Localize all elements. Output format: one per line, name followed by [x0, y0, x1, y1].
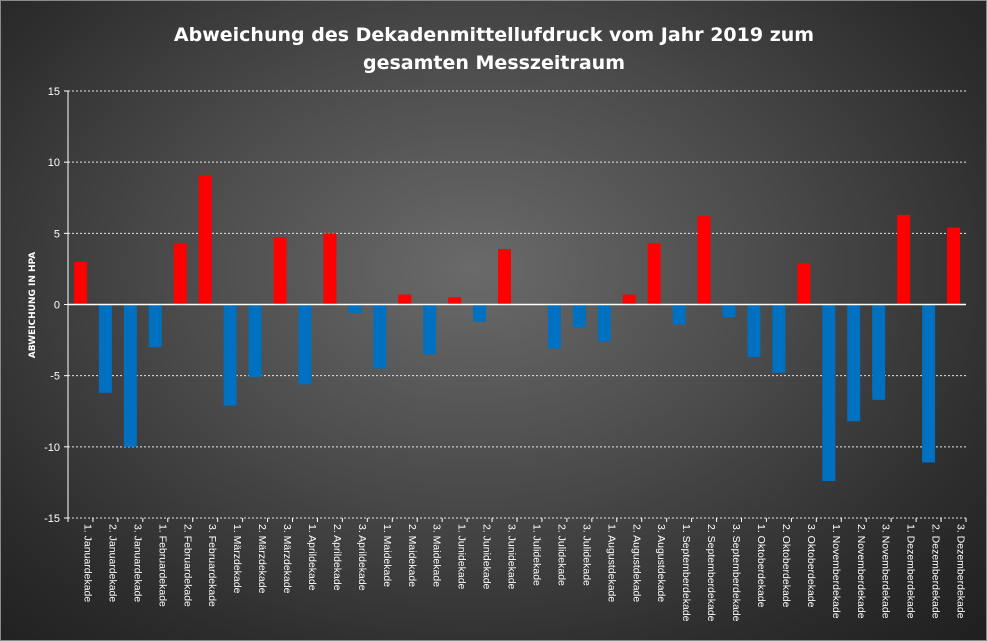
bar	[98, 304, 112, 393]
axes	[64, 90, 967, 522]
x-category-label: 1. Januardekade	[81, 524, 93, 602]
bar	[298, 304, 312, 385]
bar	[947, 227, 961, 305]
x-category-label: 1. Novemberdekade	[830, 524, 842, 619]
x-category-label: 1. Junidekade	[456, 524, 468, 590]
x-category-label: 3. Oktoberdekade	[805, 524, 817, 608]
x-category-label: 2. Januardekade	[106, 524, 118, 602]
bar	[547, 304, 561, 349]
x-category-label: 3. Aprildekade	[356, 524, 368, 591]
x-category-label: 1. Maidekade	[381, 524, 393, 587]
y-tick-label: 0	[54, 300, 60, 312]
bar	[822, 304, 836, 481]
bar	[922, 304, 936, 463]
bar	[622, 294, 636, 305]
bar	[373, 304, 387, 369]
x-category-label: 2. Novemberdekade	[855, 524, 867, 619]
x-category-label: 1. Februardekade	[156, 524, 168, 607]
bar	[597, 304, 611, 342]
bar	[148, 304, 162, 348]
x-category-label: 2. Maidekade	[406, 524, 418, 587]
bar	[572, 304, 586, 328]
chart-title-line-1: Abweichung des Dekadenmittellufdruck vom…	[174, 24, 814, 46]
x-category-label: 2. Junidekade	[481, 524, 493, 590]
x-category-label: 3. Junidekade	[506, 524, 518, 590]
x-category-label: 3. Maidekade	[431, 524, 443, 587]
bar	[423, 304, 437, 355]
bar	[498, 248, 512, 305]
x-category-label: 1. Augustdekade	[605, 524, 617, 602]
chart-title-line-2: gesamten Messzeitraum	[363, 52, 625, 74]
x-category-label: 3. Augustdekade	[655, 524, 667, 602]
x-category-label: 3. Dezemberdekade	[955, 524, 967, 619]
bars	[73, 174, 961, 481]
bar	[897, 214, 911, 305]
bar	[772, 304, 786, 373]
x-category-label: 1. Aprildekade	[306, 524, 318, 591]
bar	[223, 304, 237, 406]
bar	[847, 304, 861, 422]
y-tick-label: 15	[48, 86, 60, 98]
x-category-label: 1. Oktoberdekade	[755, 524, 767, 608]
bar	[173, 243, 187, 305]
y-tick-label: 5	[54, 228, 60, 240]
x-category-label: 2. Septemberdekade	[705, 524, 717, 622]
x-category-label: 2. Julidekade	[555, 524, 567, 586]
bar	[123, 304, 137, 447]
y-tick-label: -5	[50, 371, 60, 383]
bar	[747, 304, 761, 358]
x-category-label: 2. Aprildekade	[331, 524, 343, 591]
x-category-label: 1. Dezemberdekade	[905, 524, 917, 619]
bar	[797, 263, 811, 305]
x-category-label: 2. Dezemberdekade	[930, 524, 942, 619]
x-category-label: 1. Julidekade	[530, 524, 542, 586]
y-tick-label: -10	[44, 442, 60, 454]
x-category-label: 3. Septemberdekade	[730, 524, 742, 622]
bar	[348, 304, 362, 314]
x-category-label: 3. Märzdekade	[281, 524, 293, 594]
bar	[722, 304, 736, 318]
y-axis-label: ABWEICHUNG IN HPA	[28, 252, 38, 359]
bar	[647, 243, 661, 305]
x-category-label: 2. Oktoberdekade	[780, 524, 792, 608]
bar	[273, 237, 287, 305]
x-category-label: 3. Novemberdekade	[880, 524, 892, 619]
bar	[398, 294, 412, 305]
bar	[672, 304, 686, 325]
bar	[473, 304, 487, 322]
bar	[872, 304, 886, 400]
bar	[697, 216, 711, 305]
y-tick-label: -15	[44, 513, 60, 525]
x-category-label: 2. Märzdekade	[256, 524, 268, 594]
x-category-label: 3. Julidekade	[580, 524, 592, 586]
x-category-label: 2. Februardekade	[181, 524, 193, 607]
x-category-label: 3. Januardekade	[131, 524, 143, 602]
tick-labels: 15 10 5 0 -5 -10 -15 1. Januardekade 2. Januarde…	[44, 86, 966, 622]
x-category-label: 2. Augustdekade	[630, 524, 642, 602]
bar	[198, 174, 212, 305]
x-category-label: 1. Märzdekade	[231, 524, 243, 594]
y-tick-label: 10	[48, 157, 60, 169]
bar	[248, 304, 262, 378]
bar	[73, 261, 87, 305]
x-category-label: 1. Septemberdekade	[680, 524, 692, 622]
x-category-label: 3. Februardekade	[206, 524, 218, 607]
bar	[448, 297, 462, 305]
bar	[323, 233, 337, 305]
